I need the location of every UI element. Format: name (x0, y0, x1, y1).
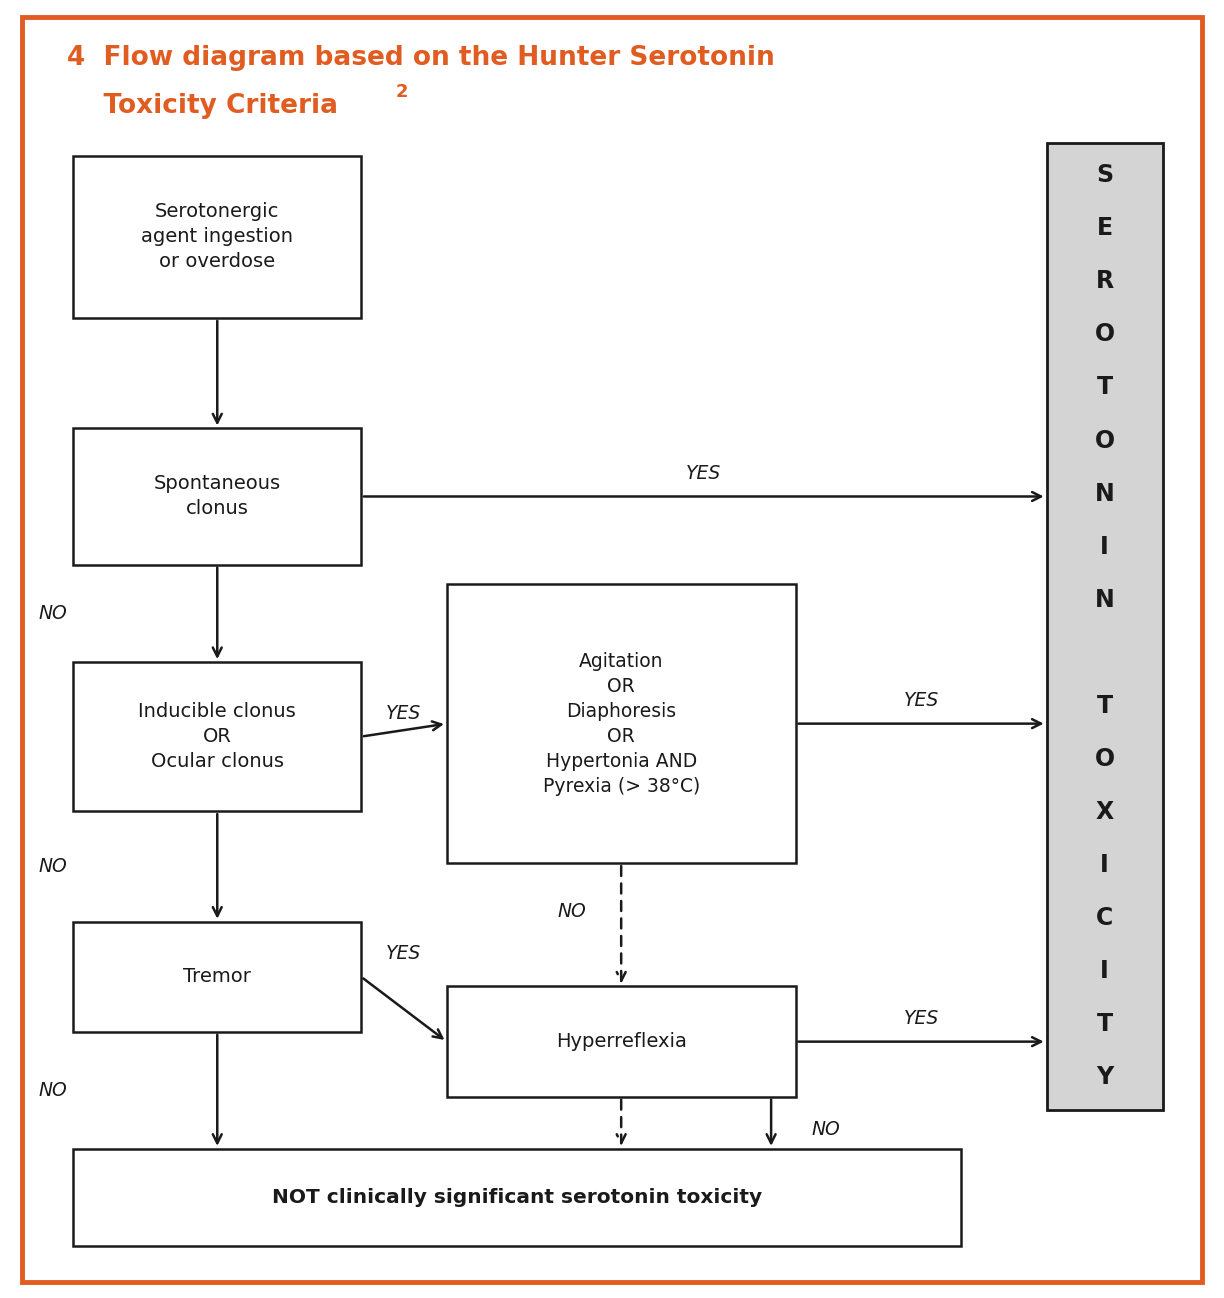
Text: 4  Flow diagram based on the Hunter Serotonin: 4 Flow diagram based on the Hunter Serot… (67, 45, 775, 71)
Text: E: E (1097, 217, 1113, 240)
Text: NOT clinically significant serotonin toxicity: NOT clinically significant serotonin tox… (272, 1188, 763, 1207)
Text: I: I (1100, 853, 1109, 877)
Text: YES: YES (387, 944, 421, 963)
Bar (447, 584, 796, 863)
Text: N: N (1094, 482, 1115, 506)
Text: R: R (1095, 270, 1114, 293)
Text: YES: YES (903, 691, 939, 710)
Text: YES: YES (387, 704, 421, 723)
Text: Spontaneous
clonus: Spontaneous clonus (154, 475, 280, 518)
Bar (73, 922, 361, 1032)
Bar (73, 156, 361, 318)
Text: T: T (1097, 375, 1113, 400)
Text: C: C (1095, 906, 1114, 931)
Text: Tremor: Tremor (184, 967, 251, 986)
Text: Agitation
OR
Diaphoresis
OR
Hypertonia AND
Pyrexia (> 38°C): Agitation OR Diaphoresis OR Hypertonia A… (542, 652, 700, 796)
Text: S: S (1097, 164, 1113, 187)
Bar (1047, 143, 1163, 1110)
Text: N: N (1094, 588, 1115, 611)
Text: I: I (1100, 535, 1109, 558)
Text: NO: NO (39, 604, 67, 623)
Text: X: X (1095, 800, 1114, 824)
Text: O: O (1094, 746, 1115, 771)
Bar (73, 662, 361, 811)
Text: NO: NO (39, 857, 67, 876)
Text: O: O (1094, 322, 1115, 347)
Text: 2: 2 (395, 83, 408, 101)
Text: O: O (1094, 428, 1115, 453)
Bar (73, 428, 361, 565)
Bar (447, 986, 796, 1097)
Text: NO: NO (39, 1081, 67, 1099)
Text: T: T (1097, 1012, 1113, 1036)
Text: Serotonergic
agent ingestion
or overdose: Serotonergic agent ingestion or overdose (141, 202, 294, 271)
Text: Inducible clonus
OR
Ocular clonus: Inducible clonus OR Ocular clonus (138, 702, 296, 771)
Bar (73, 1149, 961, 1246)
Text: Y: Y (1095, 1066, 1114, 1089)
Text: YES: YES (903, 1009, 939, 1028)
Text: YES: YES (687, 463, 721, 483)
Text: NO: NO (812, 1120, 841, 1138)
Text: Hyperreflexia: Hyperreflexia (556, 1032, 687, 1051)
Text: Toxicity Criteria: Toxicity Criteria (67, 93, 338, 119)
Text: NO: NO (558, 902, 586, 922)
Text: T: T (1097, 694, 1113, 718)
Text: I: I (1100, 959, 1109, 983)
